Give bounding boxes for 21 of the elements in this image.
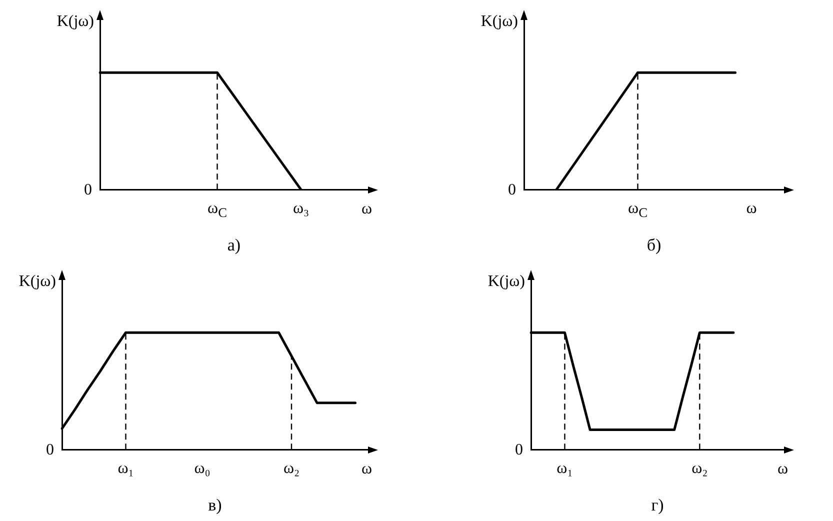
- text: б): [646, 235, 662, 254]
- text: а): [227, 235, 241, 254]
- text: 0: [515, 442, 523, 459]
- x-tick-label: ω₀: [194, 460, 210, 478]
- x-tick-label: ω₃: [292, 200, 310, 218]
- x-tick-label: ω$_{C}$: [628, 200, 648, 222]
- x-tick-label: ω: [746, 200, 757, 218]
- y-axis-title: K(jω): [18, 273, 56, 290]
- text: в): [208, 495, 222, 514]
- x-tick-label: ω₂: [283, 460, 300, 478]
- text: 0: [508, 182, 516, 199]
- text: 0: [84, 182, 92, 199]
- x-tick-label: ω₁: [556, 460, 573, 478]
- y-axis-title: K(jω): [480, 13, 518, 30]
- y-axis-title: K(jω): [56, 13, 94, 30]
- text: г): [651, 495, 664, 514]
- x-tick-label: ω₂: [692, 460, 708, 478]
- x-tick-label: ω$_{C}$: [208, 200, 227, 222]
- x-tick-label: ω₁: [118, 460, 134, 478]
- y-axis-title: K(jω): [488, 273, 525, 290]
- text: 0: [46, 442, 54, 459]
